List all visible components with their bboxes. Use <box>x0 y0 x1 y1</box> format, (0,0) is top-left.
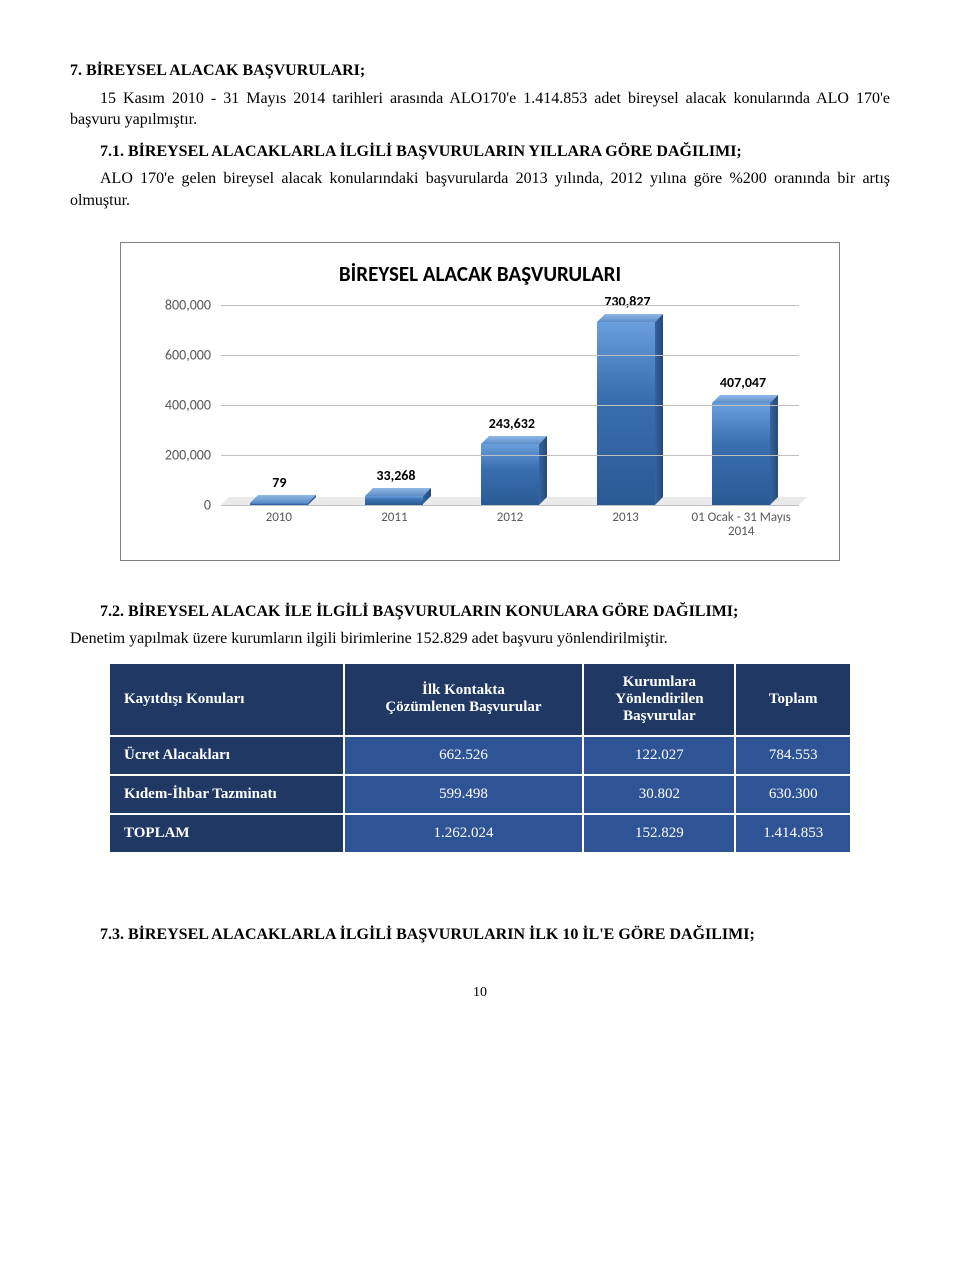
chart-x-label: 01 Ocak - 31 Mayıs 2014 <box>683 507 799 535</box>
table-cell: 1.262.024 <box>344 814 584 853</box>
section-7-2-heading: 7.2. BİREYSEL ALACAK İLE İLGİLİ BAŞVURUL… <box>70 601 890 623</box>
section-7-heading: 7. BİREYSEL ALACAK BAŞVURULARI; <box>70 60 890 82</box>
table-header-cell: İlk KontaktaÇözümlenen Başvurular <box>344 664 584 736</box>
chart-bar-label: 33,268 <box>376 467 415 484</box>
chart-container: BİREYSEL ALACAK BAŞVURULARI 79 33,268 243,… <box>120 242 840 561</box>
table-cell: 122.027 <box>583 736 735 775</box>
chart-x-label: 2010 <box>221 507 337 535</box>
table-cell: 784.553 <box>735 736 850 775</box>
chart-x-label: 2012 <box>452 507 568 535</box>
chart-bar: 33,268 <box>365 496 423 504</box>
chart-bar-label: 79 <box>272 474 286 491</box>
table-row: TOPLAM1.262.024152.8291.414.853 <box>110 814 850 853</box>
table-row: Kıdem-İhbar Tazminatı599.49830.802630.30… <box>110 775 850 814</box>
chart-area: 79 33,268 243,632 730,827 407,047 0 200,000 40… <box>151 305 809 535</box>
chart-ytick: 600,000 <box>151 346 211 363</box>
table-row-head: Ücret Alacakları <box>110 736 344 775</box>
chart-bar-label: 407,047 <box>720 374 766 391</box>
chart-plot: 7933,268243,632730,827407,047 0200,00040… <box>221 305 799 505</box>
chart-ytick: 800,000 <box>151 296 211 313</box>
chart-gridline <box>221 505 799 506</box>
table-cell: 152.829 <box>583 814 735 853</box>
chart-gridline <box>221 305 799 306</box>
table-body: Ücret Alacakları662.526122.027784.553Kıd… <box>110 736 850 853</box>
table-header-cell: KurumlaraYönlendirilenBaşvurular <box>583 664 735 736</box>
chart-bar-label: 730,827 <box>604 293 650 310</box>
chart-x-labels: 201020112012201301 Ocak - 31 Mayıs 2014 <box>221 507 799 535</box>
chart-bar: 730,827 <box>597 322 655 505</box>
table-header-cell: Toplam <box>735 664 850 736</box>
chart-title: BİREYSEL ALACAK BAŞVURULARI <box>151 261 809 287</box>
chart-x-label: 2013 <box>568 507 684 535</box>
table-row-head: TOPLAM <box>110 814 344 853</box>
table-header-cell: Kayıtdışı Konuları <box>110 664 344 736</box>
chart-bar: 243,632 <box>481 444 539 505</box>
table-cell: 630.300 <box>735 775 850 814</box>
table-cell: 662.526 <box>344 736 584 775</box>
chart-gridline <box>221 355 799 356</box>
table-row-head: Kıdem-İhbar Tazminatı <box>110 775 344 814</box>
section-7-2-p1: Denetim yapılmak üzere kurumların ilgili… <box>70 628 890 650</box>
chart-x-label: 2011 <box>337 507 453 535</box>
table-header-row: Kayıtdışı Konularıİlk KontaktaÇözümlenen… <box>110 664 850 736</box>
table-row: Ücret Alacakları662.526122.027784.553 <box>110 736 850 775</box>
chart-ytick: 400,000 <box>151 396 211 413</box>
table-cell: 30.802 <box>583 775 735 814</box>
chart-gridline <box>221 455 799 456</box>
data-table: Kayıtdışı Konularıİlk KontaktaÇözümlenen… <box>110 664 850 854</box>
section-7-1-p1: ALO 170'e gelen bireysel alacak konuları… <box>70 168 890 211</box>
section-7-1-heading: 7.1. BİREYSEL ALACAKLARLA İLGİLİ BAŞVURU… <box>70 141 890 163</box>
section-7-3-heading: 7.3. BİREYSEL ALACAKLARLA İLGİLİ BAŞVURU… <box>70 924 890 946</box>
page-number: 10 <box>70 985 890 1001</box>
chart-ytick: 0 <box>151 496 211 513</box>
table-cell: 1.414.853 <box>735 814 850 853</box>
section-7-p1: 15 Kasım 2010 - 31 Mayıs 2014 tarihleri … <box>70 88 890 131</box>
chart-bar-label: 243,632 <box>489 415 535 432</box>
chart-ytick: 200,000 <box>151 446 211 463</box>
table-cell: 599.498 <box>344 775 584 814</box>
chart-gridline <box>221 405 799 406</box>
